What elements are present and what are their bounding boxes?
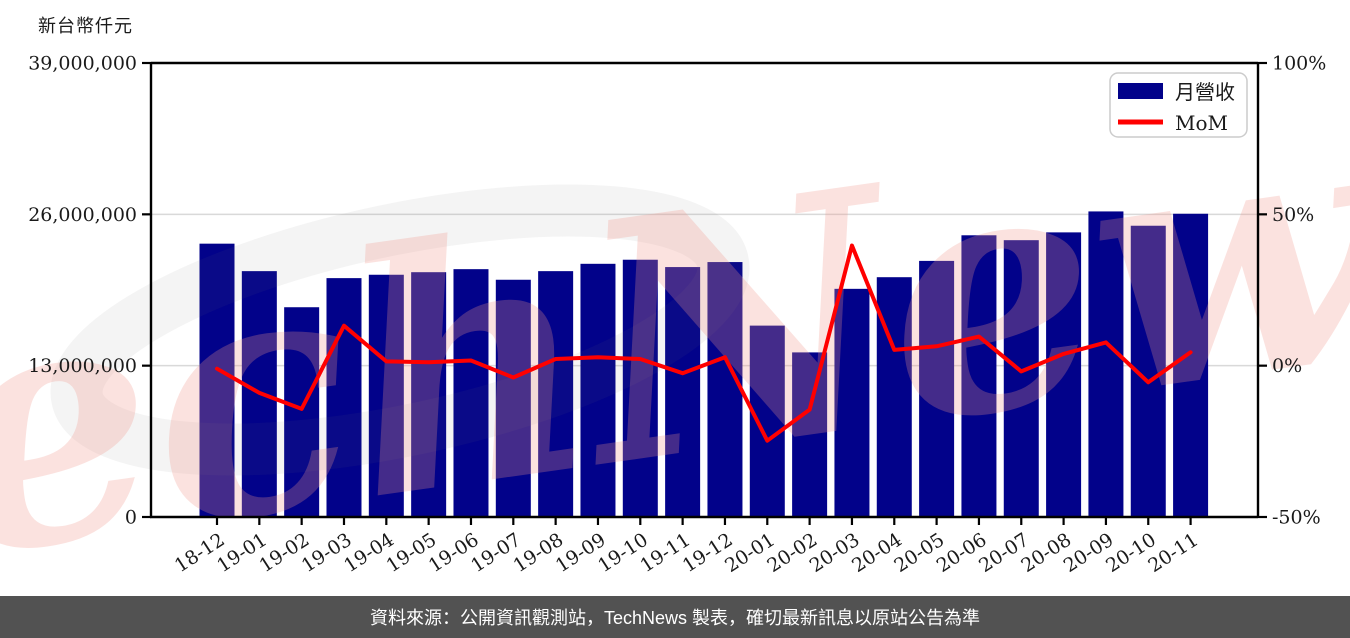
left-tick-label: 26,000,000 — [28, 204, 137, 226]
revenue-bar — [1003, 240, 1039, 518]
revenue-bar — [707, 262, 743, 517]
right-tick-label: -50% — [1272, 507, 1321, 529]
revenue-bar — [495, 279, 531, 517]
revenue-bar — [1088, 211, 1124, 517]
revenue-bar — [1173, 213, 1209, 517]
revenue-bar — [411, 272, 447, 517]
watermark-swoosh — [50, 184, 750, 476]
revenue-bar — [580, 263, 616, 517]
legend-line-label: MoM — [1175, 111, 1228, 135]
revenue-bar — [622, 259, 658, 517]
legend: 月營收 MoM — [1109, 72, 1248, 138]
revenue-bar — [199, 243, 235, 518]
right-tick-label: 0% — [1272, 355, 1302, 377]
right-tick-label: 100% — [1272, 53, 1326, 75]
axis-spines — [149, 61, 1260, 519]
revenue-bar — [1046, 232, 1082, 517]
revenue-bar — [284, 307, 320, 517]
revenue-chart: 新台幣仟元 TechNews 39,000,000 26,000,000 13,000… — [0, 16, 1350, 638]
revenue-bar — [665, 267, 701, 517]
revenue-bar — [538, 271, 574, 517]
revenue-bar — [453, 269, 489, 517]
source-footer: 資料來源：公開資訊觀測站，TechNews 製表，確切最新訊息以原站公告為準 — [0, 596, 1350, 638]
x-tick-label: 20-11 — [1144, 529, 1202, 577]
legend-bar-swatch — [1118, 83, 1163, 99]
revenue-bar — [919, 260, 955, 517]
left-tick-label: 0 — [125, 507, 137, 529]
mom-line — [215, 243, 1193, 443]
revenue-bar — [834, 288, 870, 517]
revenue-bar — [368, 274, 404, 517]
right-tick-label: 50% — [1272, 204, 1314, 226]
left-tick-label: 13,000,000 — [28, 355, 137, 377]
revenue-bar — [326, 278, 362, 517]
bar-line-chart-canvas: TechNews39,000,00026,000,00013,000,00001… — [0, 20, 1350, 638]
left-tick-label: 39,000,000 — [28, 53, 137, 75]
revenue-bar — [792, 352, 828, 517]
legend-bar-label: 月營收 — [1175, 80, 1235, 104]
left-axis-unit-label: 新台幣仟元 — [38, 16, 133, 37]
source-footer-text: 資料來源：公開資訊觀測站，TechNews 製表，確切最新訊息以原站公告為準 — [369, 608, 981, 628]
revenue-bar — [961, 235, 997, 518]
